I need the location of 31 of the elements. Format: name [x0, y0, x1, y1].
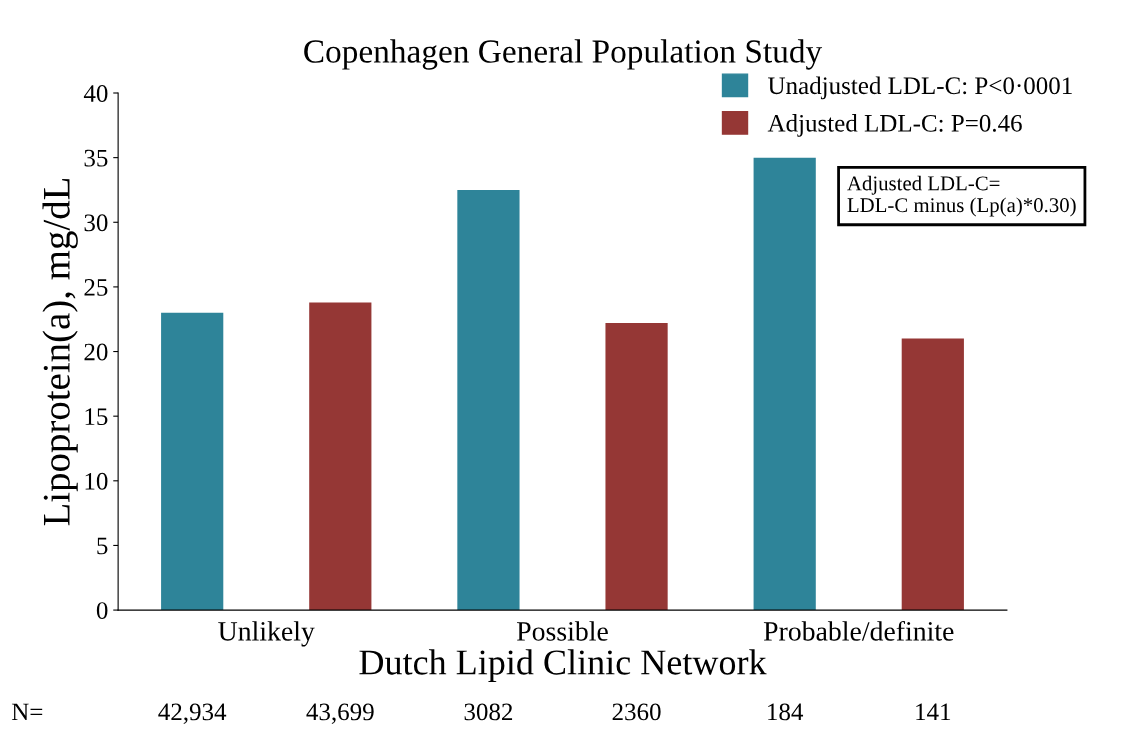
- bar: [605, 323, 668, 611]
- text: 2360: [612, 703, 661, 721]
- y-tick-label: 0: [96, 602, 108, 619]
- legend-label: Unadjusted LDL-C: P<0·0001: [768, 76, 1072, 100]
- annotation: Adjusted LDL-C= LDL-C minus (Lp(a)*0.30): [847, 175, 1076, 217]
- y-tick-label: 25: [84, 279, 108, 296]
- y-tick-label: 15: [85, 408, 108, 426]
- legend-label: Adjusted LDL-C: P=0.46: [767, 114, 1022, 137]
- x-tick-label: Unlikely: [218, 621, 315, 647]
- y-tick-label: 10: [85, 472, 108, 490]
- chart-title: Copenhagen General Population Study: [304, 39, 823, 70]
- y-tick-label: 5: [97, 537, 108, 555]
- text: 3082: [464, 703, 513, 721]
- bar: [309, 302, 372, 611]
- text: N=: [11, 703, 43, 721]
- y-tick-label: 35: [84, 149, 108, 167]
- x-axis-title: Dutch Lipid Clinic Network: [359, 649, 767, 682]
- text: 42,934: [158, 703, 227, 724]
- text: 141: [916, 703, 951, 721]
- y-axis-title: Lipoprotein(a), mg/dL: [42, 178, 78, 526]
- x-tick-label: Possible: [516, 621, 608, 641]
- y-tick-label: 40: [83, 85, 108, 102]
- text: 43,699: [306, 703, 374, 724]
- bar: [901, 338, 964, 611]
- x-tick-label: Probable/definite: [763, 620, 954, 641]
- y-tick-label: 30: [84, 214, 108, 232]
- y-tick-label: 20: [84, 343, 108, 361]
- bar: [457, 189, 520, 611]
- bar: [753, 157, 816, 611]
- text: 184: [768, 703, 804, 721]
- bar: [161, 312, 224, 611]
